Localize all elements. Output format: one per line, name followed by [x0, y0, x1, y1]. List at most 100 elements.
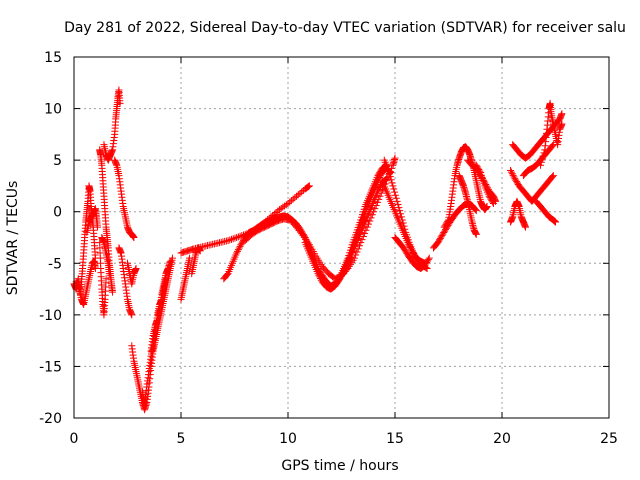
data-point-plus	[228, 235, 236, 243]
data-point-plus	[436, 236, 444, 244]
data-point-plus	[233, 247, 241, 255]
data-point-plus	[511, 175, 519, 183]
data-point-plus	[73, 281, 81, 289]
series-s13	[147, 257, 174, 355]
data-point-plus	[538, 155, 546, 163]
data-point-plus	[317, 275, 325, 283]
series-s28	[472, 161, 497, 207]
data-point-plus	[440, 223, 448, 231]
data-point-plus	[437, 233, 445, 241]
data-point-plus	[424, 256, 432, 264]
series-s10	[124, 259, 140, 288]
data-point-plus	[509, 171, 517, 179]
data-point-plus	[390, 185, 398, 193]
y-axis-label: SDTVAR / TECUs	[5, 181, 21, 296]
data-point-plus	[132, 264, 140, 272]
data-point-plus	[376, 184, 384, 192]
data-point-plus	[549, 172, 557, 180]
data-point-plus	[476, 167, 484, 175]
data-point-plus	[350, 254, 358, 262]
data-point-plus	[109, 288, 117, 296]
data-point-plus	[224, 237, 232, 245]
data-point-plus	[540, 149, 548, 157]
data-point-plus	[512, 176, 520, 184]
data-point-plus	[537, 161, 545, 169]
data-point-plus	[513, 179, 521, 187]
data-point-plus	[305, 182, 313, 190]
data-point-plus	[130, 234, 138, 241]
data-point-plus	[128, 311, 136, 319]
data-point-plus	[386, 173, 394, 181]
y-tick-label: 0	[53, 205, 62, 221]
data-point-plus	[472, 230, 480, 238]
series-s8	[111, 156, 138, 241]
data-point-plus	[234, 246, 242, 254]
data-point-plus	[510, 173, 518, 181]
data-point-plus	[388, 179, 396, 187]
series-s33	[532, 197, 559, 226]
y-tick-label: 15	[44, 50, 62, 66]
data-point-plus	[473, 163, 481, 171]
data-point-plus	[439, 230, 447, 238]
data-point-plus	[74, 282, 82, 290]
data-point-plus	[443, 219, 451, 227]
data-point-plus	[421, 261, 429, 269]
data-point-plus	[385, 170, 393, 178]
data-point-plus	[236, 232, 244, 240]
data-point-plus	[366, 217, 374, 225]
data-point-plus	[397, 210, 405, 218]
data-point-plus	[235, 244, 243, 252]
y-tick-label: 10	[44, 102, 62, 118]
data-point-plus	[442, 220, 450, 228]
axis-ticks: 0 5 10 15 20 25 -20 -15 -10 -5 0 5 10 15	[39, 50, 618, 447]
data-point-plus	[434, 239, 442, 247]
data-point-plus	[397, 213, 405, 221]
series-s7	[96, 239, 110, 319]
series-s3	[83, 205, 102, 236]
data-point-plus	[399, 219, 407, 227]
data-point-plus	[424, 257, 432, 265]
data-point-plus	[373, 198, 381, 206]
data-point-plus	[398, 216, 406, 224]
data-point-plus	[368, 211, 376, 219]
x-axis-label: GPS time / hours	[281, 458, 398, 474]
data-point-plus	[391, 154, 399, 162]
data-point-plus	[441, 222, 449, 230]
data-point-plus	[233, 234, 241, 241]
data-point-plus	[486, 194, 494, 202]
data-point-plus	[400, 244, 408, 252]
y-tick-label: -20	[39, 411, 62, 427]
data-point-plus	[558, 120, 566, 128]
data-point-plus	[487, 195, 495, 203]
series-s22	[380, 156, 431, 272]
data-point-plus	[287, 197, 295, 205]
data-point-plus	[289, 195, 297, 203]
data-point-plus	[489, 199, 497, 207]
data-point-plus	[400, 245, 408, 253]
data-point-plus	[507, 168, 515, 176]
x-tick-label: 20	[493, 431, 511, 447]
data-point-plus	[102, 275, 110, 283]
data-point-plus	[483, 203, 491, 211]
data-point-plus	[375, 185, 383, 193]
series-s14	[177, 254, 194, 303]
data-point-plus	[549, 173, 557, 181]
x-tick-label: 25	[600, 431, 618, 447]
data-point-plus	[336, 274, 344, 282]
series-s29	[507, 197, 530, 231]
data-point-plus	[402, 248, 410, 256]
data-point-plus	[472, 207, 480, 215]
series-s2	[72, 257, 99, 309]
x-tick-label: 10	[279, 431, 297, 447]
data-point-plus	[233, 249, 241, 257]
data-point-plus	[298, 188, 306, 196]
data-point-plus	[305, 183, 313, 191]
data-point-plus	[508, 170, 516, 178]
data-point-plus	[395, 204, 403, 212]
data-point-plus	[335, 276, 343, 284]
data-point-plus	[237, 241, 245, 249]
data-point-plus	[291, 194, 299, 202]
data-point-plus	[75, 284, 83, 292]
data-point-plus	[236, 242, 244, 250]
